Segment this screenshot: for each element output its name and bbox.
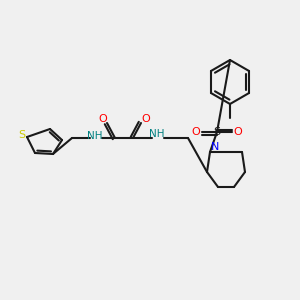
Text: S: S — [213, 127, 220, 137]
Text: O: O — [99, 114, 107, 124]
Text: O: O — [192, 127, 200, 137]
Text: NH: NH — [87, 131, 103, 141]
Text: N: N — [211, 142, 219, 152]
Text: O: O — [142, 114, 150, 124]
Text: O: O — [234, 127, 242, 137]
Text: S: S — [18, 130, 26, 140]
Text: NH: NH — [149, 129, 165, 139]
